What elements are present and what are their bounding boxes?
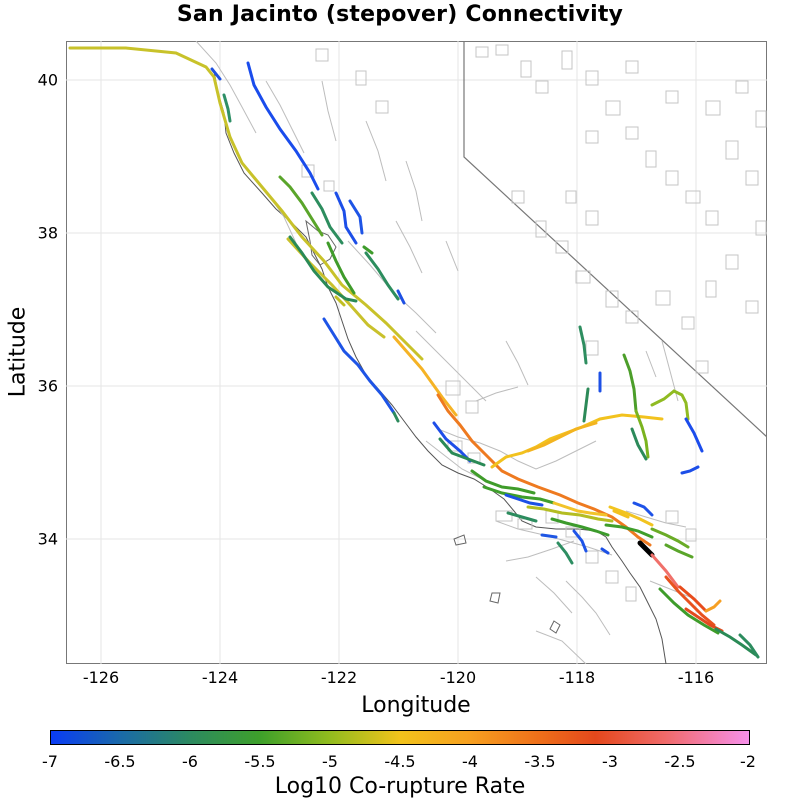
fault-section: [600, 547, 610, 555]
fault-section: [604, 523, 654, 539]
fault-section: [680, 465, 700, 475]
colorbar-tick-label: -5: [322, 752, 338, 771]
fault-section: [637, 540, 655, 558]
fault-section: [482, 485, 556, 505]
fault-section: [392, 335, 458, 417]
x-tick-label: -122: [320, 668, 358, 687]
fault-section: [436, 393, 652, 547]
colorbar-tick-label: -6: [182, 752, 198, 771]
fault-section: [572, 529, 588, 553]
y-tick-label: 34: [37, 529, 58, 549]
fault-section: [664, 543, 694, 559]
colorbar: [50, 730, 750, 745]
grid: [66, 41, 767, 664]
channel-island: [489, 592, 501, 604]
fault-section: [704, 599, 722, 613]
x-tick-label: -116: [677, 668, 715, 687]
x-axis-label: Longitude: [361, 693, 471, 718]
x-tick-label: -120: [439, 668, 477, 687]
fault-section: [678, 585, 708, 613]
fault-section: [632, 501, 654, 517]
colorbar-tick-label: -2.5: [664, 752, 696, 771]
fault-section: [362, 245, 374, 255]
fault-section: [552, 501, 608, 517]
y-tick-label: 40: [37, 70, 58, 90]
x-tick-label: -118: [558, 668, 596, 687]
colorbar-label: Log10 Co-rupture Rate: [274, 774, 526, 799]
fault-section: [222, 93, 232, 123]
y-axis-label: Latitude: [5, 306, 31, 398]
fault-section: [438, 437, 486, 467]
fault-section: [608, 505, 654, 527]
fault-section: [612, 509, 630, 519]
colorbar-tick-label: -7: [42, 752, 58, 771]
fault-section: [326, 241, 356, 295]
fault-section: [578, 325, 588, 365]
colorbar-tick-label: -3.5: [524, 752, 556, 771]
fault-section: [322, 317, 396, 415]
y-tick-label: 38: [37, 223, 58, 243]
fault-section: [582, 387, 590, 423]
fault-section: [278, 175, 324, 237]
fault-section: [246, 61, 320, 191]
colorbar-tick-label: -4: [462, 752, 478, 771]
map-title: San Jacinto (stepover) Connectivity: [176, 2, 624, 27]
fault-section: [348, 199, 364, 235]
coastline: [213, 70, 667, 664]
fault-map[interactable]: [66, 41, 767, 664]
channel-island: [549, 620, 561, 634]
colorbar-tick-label: -3: [602, 752, 618, 771]
colorbar-tick-label: -5.5: [244, 752, 276, 771]
state-boundary: [463, 41, 767, 438]
fault-section: [334, 191, 358, 245]
background-fault-boxes: [301, 44, 767, 602]
fault-section: [288, 235, 358, 303]
fault-section: [664, 575, 716, 627]
fault-section: [432, 421, 472, 463]
fault-section: [684, 417, 704, 453]
fault-section: [470, 469, 536, 495]
corupture-faults: [68, 46, 760, 659]
x-tick-label: -124: [201, 668, 239, 687]
fault-section: [622, 353, 638, 413]
fault-section: [392, 411, 400, 423]
colorbar-tick-label: -4.5: [384, 752, 416, 771]
fault-section: [210, 67, 222, 81]
fault-section: [550, 517, 610, 537]
fault-section: [738, 633, 760, 659]
fault-section: [556, 541, 574, 565]
fault-section: [526, 505, 614, 523]
fault-section: [396, 289, 406, 305]
fault-section: [658, 587, 720, 635]
colorbar-tick-label: -6.5: [104, 752, 136, 771]
fault-section: [506, 511, 538, 523]
fault-section: [634, 409, 650, 459]
fault-section: [68, 46, 424, 361]
colorbar-tick-label: -2: [740, 752, 756, 771]
fault-section: [334, 295, 346, 307]
fault-section: [650, 389, 690, 421]
fault-section: [504, 493, 544, 507]
x-tick-label: -126: [82, 668, 120, 687]
fault-section: [650, 553, 680, 589]
fault-section: [540, 533, 558, 539]
fault-section: [526, 421, 598, 453]
fault-section: [364, 251, 400, 301]
fault-section: [714, 627, 758, 657]
fault-section: [650, 527, 690, 549]
fault-section: [310, 191, 344, 245]
y-tick-label: 36: [37, 376, 58, 396]
channel-island: [453, 534, 467, 546]
fault-section: [630, 427, 648, 461]
